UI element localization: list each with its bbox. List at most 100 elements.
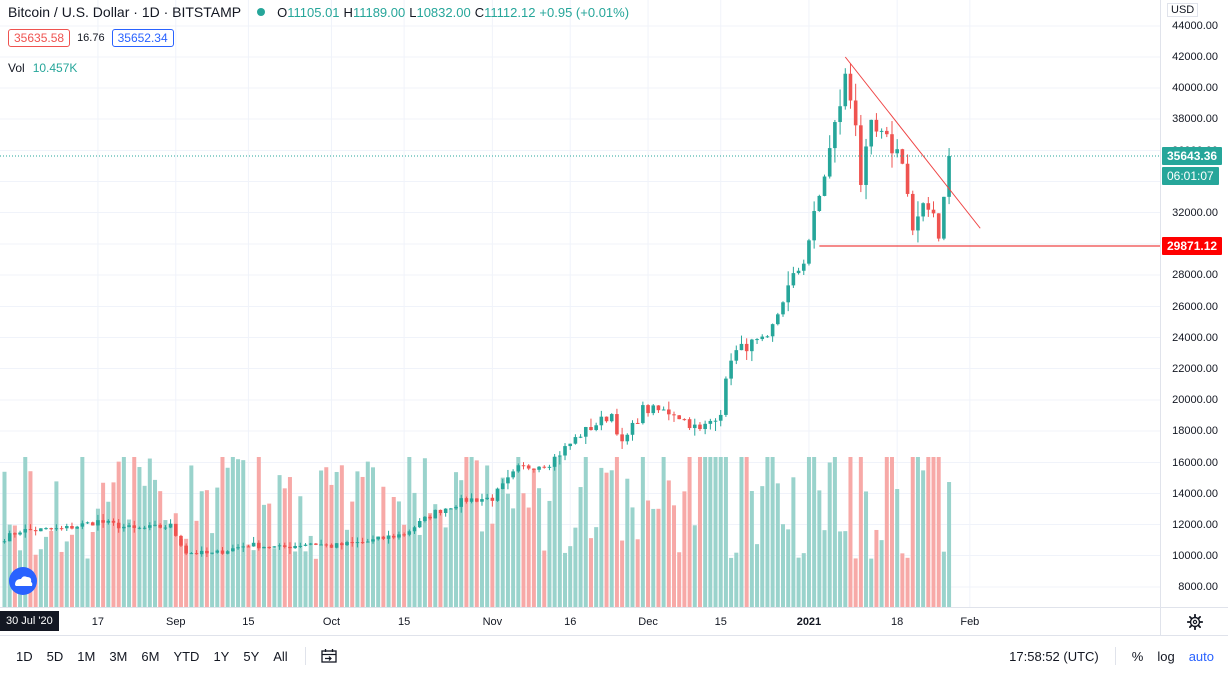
symbol-title[interactable]: Bitcoin / U.S. Dollar · 1D · BITSTAMP: [8, 4, 242, 20]
auto-scale-toggle[interactable]: auto: [1188, 648, 1214, 664]
range-3m-button[interactable]: 3M: [109, 648, 128, 664]
range-1y-button[interactable]: 1Y: [213, 648, 230, 664]
ohlc-close-key: C: [474, 4, 485, 20]
range-1d-button[interactable]: 1D: [16, 648, 33, 664]
crosshair-date-tag: 30 Jul '20: [0, 611, 59, 631]
ohlc-high-value: 11189.00: [352, 4, 406, 20]
price-tick-label: 38000.00: [1172, 113, 1218, 125]
utc-clock[interactable]: 17:58:52 (UTC): [1009, 648, 1099, 664]
volume-bar: [277, 475, 282, 607]
range-all-button[interactable]: All: [273, 648, 288, 664]
bid-price[interactable]: 35635.58: [8, 29, 71, 47]
time-tick-label: 15: [242, 616, 255, 628]
volume-bar: [479, 531, 484, 607]
candle-up: [760, 336, 765, 340]
candle-down: [59, 528, 64, 530]
time-tick-label: Nov: [482, 616, 503, 628]
candle-down: [490, 497, 495, 501]
volume-bar: [142, 485, 147, 607]
volume-bar: [272, 548, 277, 607]
candle-down: [931, 209, 936, 214]
candle-up: [231, 548, 235, 552]
volume-bar: [490, 523, 495, 607]
range-1m-button[interactable]: 1M: [77, 648, 96, 664]
time-tick-label: Dec: [638, 616, 658, 628]
volume-bar: [687, 457, 692, 607]
price-axis[interactable]: USD 8000.00 10000.00 12000.00 14000.00 16000…: [1160, 0, 1228, 607]
ohlc-change: +0.95 (+0.01%): [539, 4, 630, 20]
volume-bar: [812, 457, 817, 607]
divider: [304, 647, 306, 665]
volume-bar: [101, 482, 106, 607]
candle-up: [563, 446, 567, 456]
volume-bar: [173, 513, 178, 607]
price-tick-label: 10000.00: [1172, 549, 1218, 562]
volume-bar: [905, 557, 910, 607]
chart-settings-button[interactable]: [1160, 607, 1228, 635]
candle-up: [64, 526, 69, 529]
time-axis[interactable]: 17 Sep 15 Oct 15 Nov 16 Dec 15 2021 18 Feb 30 Jul '…: [0, 607, 1160, 635]
volume-bar: [75, 527, 80, 607]
volume-bar: [646, 500, 651, 607]
candle-up: [547, 466, 552, 468]
candle-up: [500, 483, 505, 490]
volume-bar: [521, 493, 526, 607]
volume-bar: [85, 558, 90, 607]
candle-up: [236, 547, 240, 549]
volume-bar: [739, 457, 744, 607]
bid-ask-row: 35635.58 16.76 35652.34: [8, 29, 174, 47]
volume-bar: [672, 505, 677, 607]
volume-bar: [583, 457, 588, 607]
range-5d-button[interactable]: 5D: [46, 648, 64, 664]
candle-down: [615, 414, 619, 435]
volume-bar: [926, 457, 931, 607]
candle-down: [381, 536, 386, 539]
volume-bar: [485, 465, 490, 607]
range-5y-button[interactable]: 5Y: [243, 648, 260, 664]
date-range-icon[interactable]: [320, 648, 338, 664]
candle-up: [215, 550, 220, 553]
volume-bar: [713, 457, 718, 607]
volume-bar: [49, 530, 54, 607]
volume-bar: [184, 538, 189, 607]
candle-down: [526, 465, 531, 469]
candle-down: [853, 100, 858, 126]
volume-bar: [298, 496, 303, 607]
volume-bar: [158, 491, 163, 607]
candle-down: [677, 415, 681, 420]
ask-price[interactable]: 35652.34: [111, 29, 174, 47]
candle-down: [910, 193, 915, 231]
log-scale-toggle[interactable]: log: [1157, 648, 1175, 664]
candle-up: [459, 498, 464, 507]
percent-scale-toggle[interactable]: %: [1131, 648, 1144, 664]
volume-bar: [246, 544, 251, 607]
volume-bar: [947, 482, 952, 607]
volume-value: 10.457K: [32, 61, 78, 75]
volume-bar: [791, 477, 796, 607]
volume-bar: [210, 533, 215, 607]
candle-up: [469, 498, 474, 502]
range-ytd-button[interactable]: YTD: [173, 648, 200, 664]
candle-up: [199, 550, 204, 555]
volume-bar: [765, 457, 770, 607]
range-6m-button[interactable]: 6M: [141, 648, 160, 664]
candle-up: [23, 529, 28, 533]
candle-down: [111, 520, 116, 523]
candle-up: [724, 378, 728, 415]
price-tick-label: 20000.00: [1172, 394, 1218, 406]
volume-bar: [832, 457, 837, 607]
tradingview-logo[interactable]: [9, 567, 37, 595]
volume-bar: [236, 459, 241, 607]
candle-down: [474, 498, 479, 502]
volume-bar: [396, 501, 401, 607]
candle-down: [521, 465, 526, 467]
price-chart[interactable]: [0, 0, 1160, 607]
price-tick-label: 28000.00: [1172, 269, 1218, 281]
volume-bar: [402, 524, 407, 607]
candle-down: [288, 546, 292, 549]
volume-bar: [941, 551, 946, 607]
price-tick-label: 18000.00: [1172, 425, 1218, 437]
volume-bar: [241, 460, 246, 607]
volume-bar: [796, 557, 801, 607]
candle-down: [848, 73, 853, 101]
